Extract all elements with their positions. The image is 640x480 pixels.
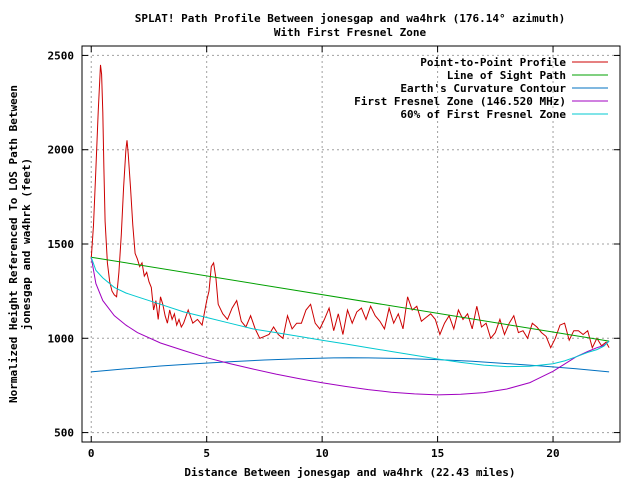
y-tick-label: 1000 — [48, 332, 75, 345]
series-line-0 — [90, 64, 610, 350]
series-line-4 — [90, 257, 610, 368]
x-tick-label: 5 — [203, 447, 210, 460]
legend-label: Point-to-Point Profile — [420, 56, 566, 69]
y-axis-label-line1: Normalized Height Referenced To LOS Path… — [7, 85, 20, 403]
y-tick-label: 2000 — [48, 144, 75, 157]
x-axis-label: Distance Between jonesgap and wa4hrk (22… — [184, 466, 515, 479]
series-line-1 — [91, 256, 610, 342]
x-tick-label: 15 — [431, 447, 444, 460]
axis-ticks: 0 5 10 15 20 500 1000 1500 2000 2500 — [48, 46, 620, 460]
x-tick-label: 0 — [88, 447, 95, 460]
series-line-2 — [91, 357, 610, 373]
series-lines — [90, 64, 610, 396]
chart-subtitle: With First Fresnel Zone — [274, 26, 427, 39]
legend-label: First Fresnel Zone (146.520 MHz) — [354, 95, 566, 108]
y-axis-label-line2: jonesgap and wa4hrk (feet) — [20, 158, 33, 330]
y-tick-label: 500 — [54, 427, 74, 440]
y-tick-label: 2500 — [48, 49, 75, 62]
grid-lines — [82, 46, 620, 442]
x-tick-label: 20 — [546, 447, 559, 460]
legend-label: 60% of First Fresnel Zone — [400, 108, 566, 121]
series-line-3 — [90, 257, 610, 396]
y-tick-label: 1500 — [48, 238, 75, 251]
legend-label: Earth's Curvature Contour — [400, 82, 566, 95]
x-tick-label: 10 — [316, 447, 329, 460]
legend-label: Line of Sight Path — [447, 69, 566, 82]
chart-title: SPLAT! Path Profile Between jonesgap and… — [135, 12, 565, 25]
